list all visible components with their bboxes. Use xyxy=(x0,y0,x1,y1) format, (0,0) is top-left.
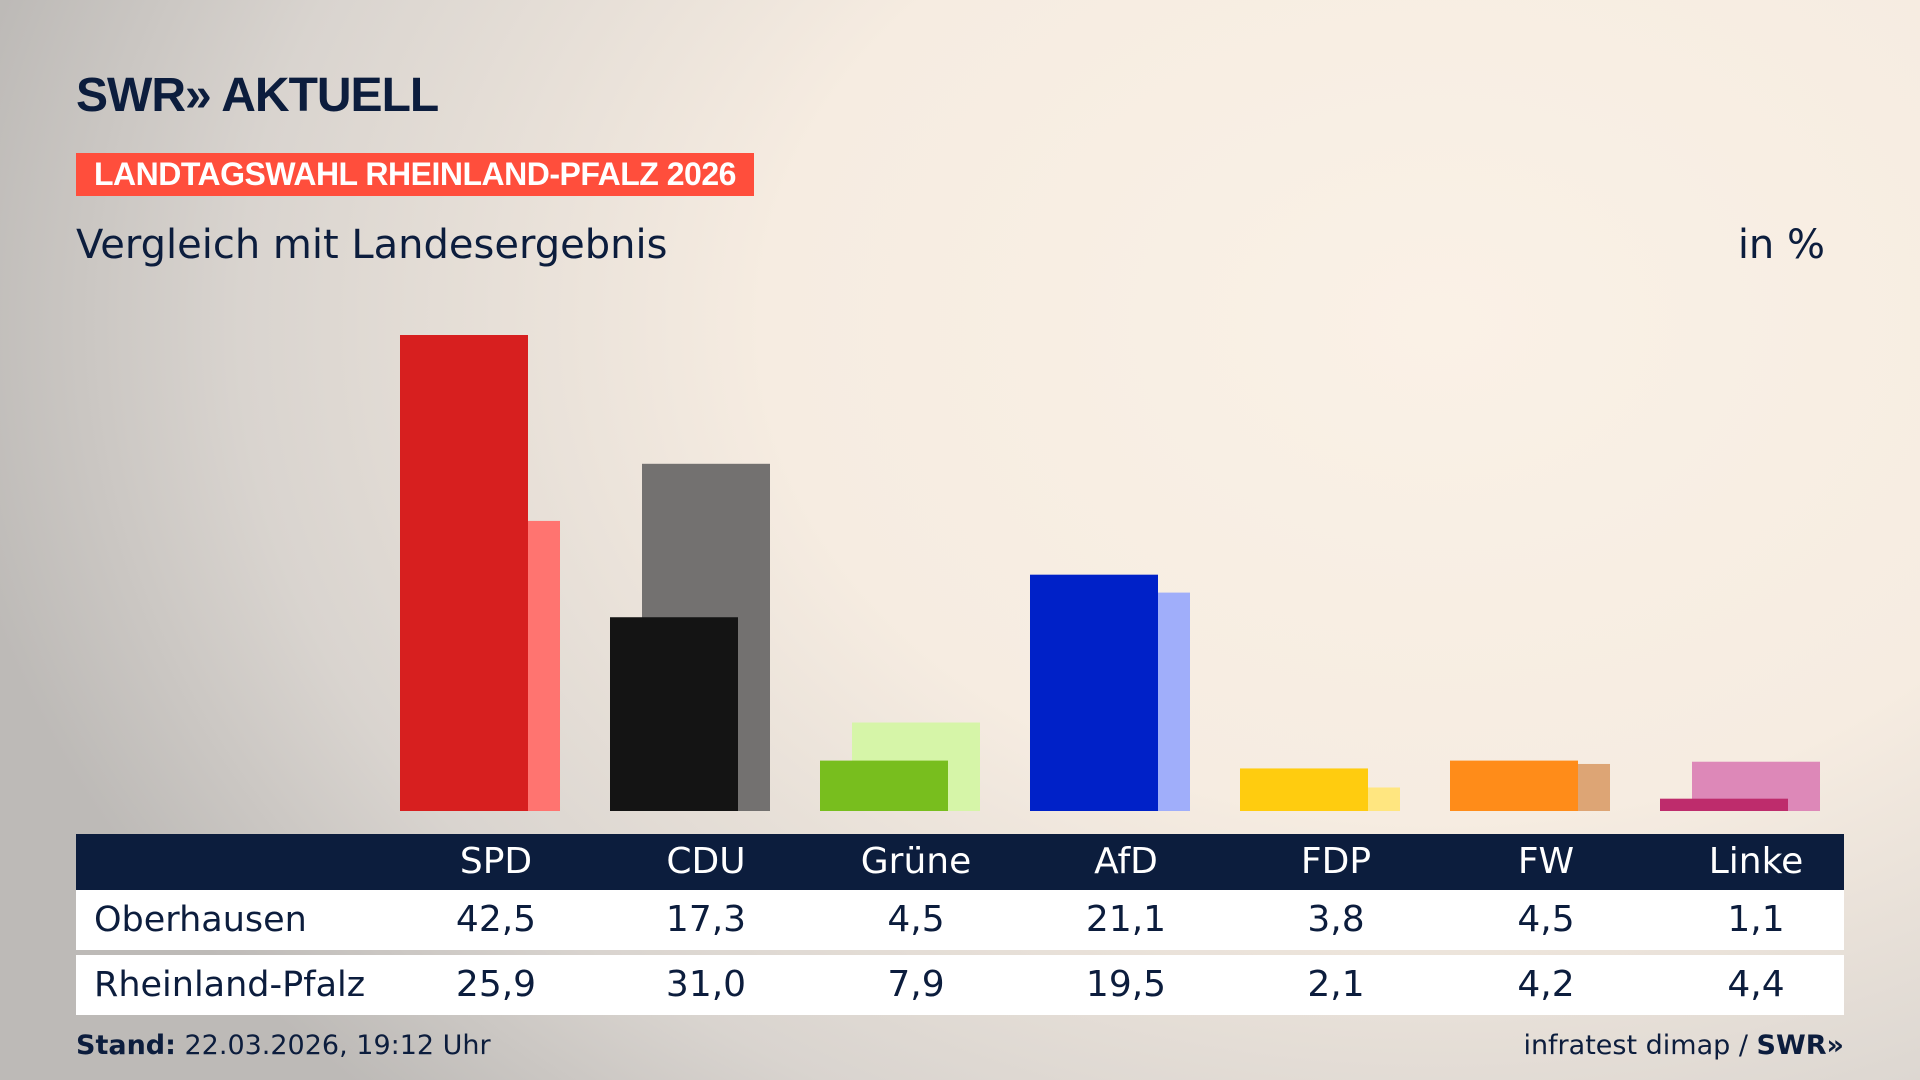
table-row: Rheinland-Pfalz 25,9 31,0 7,9 19,5 2,1 4,2 4,4 xyxy=(76,955,1844,1015)
value-cell: 4,5 xyxy=(887,899,945,940)
value-cell: 25,9 xyxy=(455,964,537,1005)
party-label: FW xyxy=(1517,841,1575,882)
source-text: infratest dimap / xyxy=(1523,1030,1757,1061)
party-label: Grüne xyxy=(860,841,972,882)
bar-oberhausen-1 xyxy=(610,617,738,811)
swr-aktuell-logo: SWR» AKTUELL xyxy=(76,69,439,122)
value-cell: 31,0 xyxy=(665,964,747,1005)
bar-oberhausen-6 xyxy=(1660,798,1788,811)
value-cell: 19,5 xyxy=(1085,964,1167,1005)
value-cell: 21,1 xyxy=(1085,899,1167,940)
party-label: AfD xyxy=(1094,841,1158,882)
bar-oberhausen-2 xyxy=(820,760,948,811)
bar-oberhausen-4 xyxy=(1240,768,1368,811)
value-cell: 4,4 xyxy=(1727,964,1785,1005)
party-label: FDP xyxy=(1300,841,1372,882)
row-label: Oberhausen xyxy=(94,900,307,940)
timestamp: Stand: 22.03.2026, 19:12 Uhr xyxy=(76,1030,491,1061)
value-cell: 4,2 xyxy=(1517,964,1575,1005)
value-cell: 3,8 xyxy=(1307,899,1365,940)
election-kicker: LANDTAGSWAHL RHEINLAND-PFALZ 2026 xyxy=(76,153,754,196)
source: infratest dimap / SWR» xyxy=(1523,1030,1844,1061)
value-cell: 1,1 xyxy=(1727,899,1785,940)
bar-oberhausen-3 xyxy=(1030,574,1158,811)
stand-value: 22.03.2026, 19:12 Uhr xyxy=(175,1030,491,1061)
unit-label: in % xyxy=(1737,222,1825,268)
party-label: SPD xyxy=(459,841,533,882)
table-header: SPD CDU Grüne AfD FDP FW Linke xyxy=(76,834,1844,890)
stand-label: Stand: xyxy=(76,1030,176,1061)
value-cell: 42,5 xyxy=(455,899,537,940)
bar-oberhausen-5 xyxy=(1450,760,1578,811)
party-label: Linke xyxy=(1708,841,1804,882)
party-label: CDU xyxy=(666,841,746,882)
table-row: Oberhausen 42,5 17,3 4,5 21,1 3,8 4,5 1,1 xyxy=(76,890,1844,950)
chart-title: Vergleich mit Landesergebnis xyxy=(76,222,668,268)
swr-logo: SWR» xyxy=(1756,1030,1844,1061)
value-cell: 4,5 xyxy=(1517,899,1575,940)
bar-oberhausen-0 xyxy=(400,335,528,811)
value-cell: 7,9 xyxy=(887,964,945,1005)
value-cell: 2,1 xyxy=(1307,964,1365,1005)
results-table: SPD CDU Grüne AfD FDP FW Linke Oberhausen 42,5 1… xyxy=(76,834,1844,1015)
value-cell: 17,3 xyxy=(665,899,747,940)
row-label: Rheinland-Pfalz xyxy=(94,965,366,1005)
